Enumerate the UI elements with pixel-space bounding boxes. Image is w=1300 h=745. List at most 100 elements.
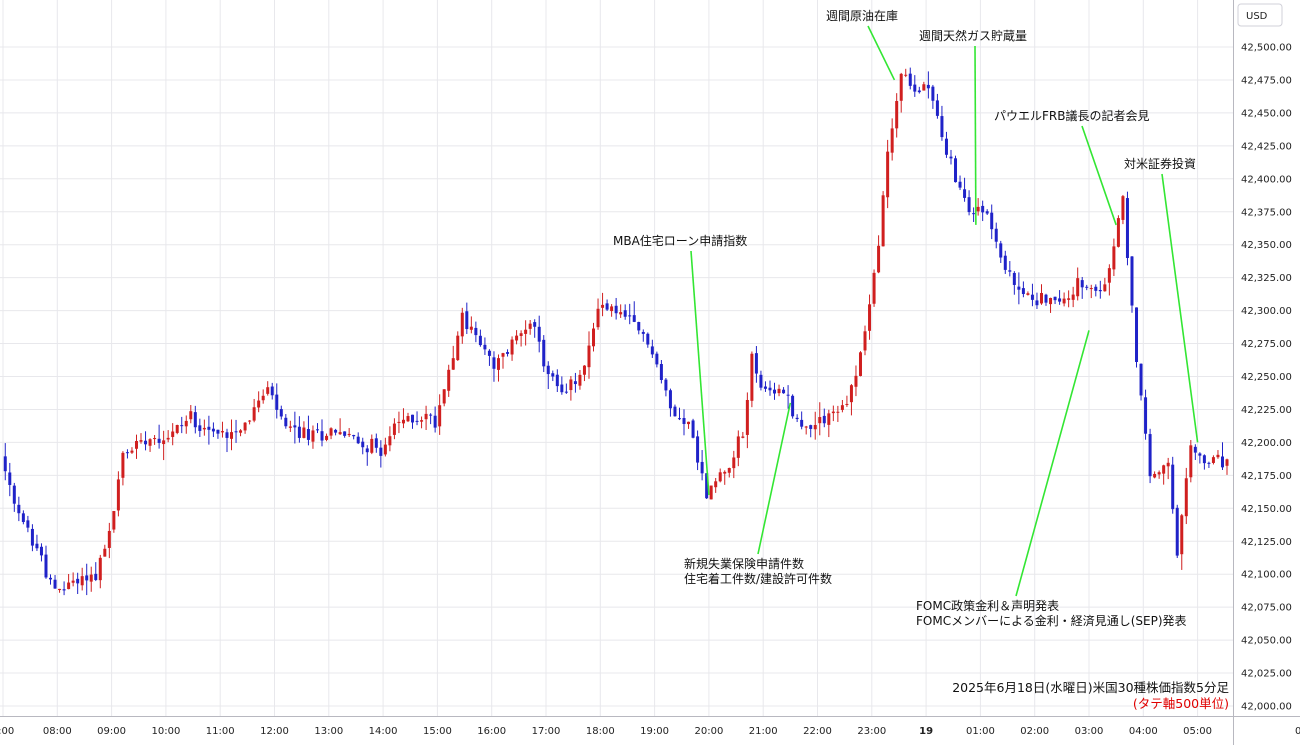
candle: [1062, 292, 1066, 307]
candle: [727, 467, 731, 478]
candle-body: [225, 432, 229, 438]
chart-caption: 2025年6月18日(水曜日)米国30種株価指数5分足: [952, 680, 1229, 695]
currency-box[interactable]: [1237, 3, 1283, 27]
annotation-label: パウエルFRB議長の記者会見: [994, 108, 1149, 123]
candle-body: [220, 431, 224, 433]
candle-body: [401, 419, 405, 424]
candle-body: [12, 485, 16, 504]
candle-body: [139, 440, 143, 442]
candle: [917, 86, 921, 94]
time-axis[interactable]: 7:00 08:00 09:00 10:00 11:00 12:00 13:00 14:00 1…: [0, 726, 1300, 737]
candle-body: [981, 205, 985, 213]
candle: [94, 562, 98, 582]
candle: [492, 351, 496, 382]
candle-body: [144, 440, 148, 445]
candle: [1135, 307, 1139, 368]
candle: [668, 388, 672, 417]
candle-body: [1216, 454, 1220, 458]
candle-body: [510, 339, 514, 355]
candle: [569, 376, 573, 401]
candle: [438, 394, 442, 435]
candle: [573, 372, 577, 393]
candle-body: [1094, 286, 1098, 291]
x-tick-label: 20:00: [694, 726, 723, 737]
candle: [1125, 191, 1129, 266]
candle: [673, 404, 677, 417]
candle-body: [35, 543, 39, 549]
candle: [252, 398, 256, 423]
candle-body: [211, 428, 215, 432]
candle-body: [745, 399, 749, 435]
candle: [619, 304, 623, 318]
candle-body: [668, 390, 672, 409]
candle: [528, 319, 532, 335]
candle: [347, 428, 351, 438]
candle: [1157, 470, 1161, 479]
candle-body: [954, 158, 958, 183]
candle: [564, 383, 568, 394]
candle-body: [1225, 459, 1229, 466]
candle: [1148, 428, 1152, 484]
candle: [166, 430, 170, 443]
candle: [392, 418, 396, 440]
candle-body: [682, 418, 686, 424]
candle: [3, 443, 7, 481]
candle-body: [804, 426, 808, 428]
candle: [818, 402, 822, 436]
candle-body: [315, 429, 319, 431]
candle: [551, 370, 555, 382]
candle: [243, 422, 247, 434]
candle-body: [750, 353, 754, 401]
candle-body: [329, 428, 333, 436]
candle: [908, 67, 912, 90]
y-tick-label: 42,050.00: [1241, 636, 1292, 647]
candle-body: [809, 425, 813, 429]
candle-body: [840, 405, 844, 410]
candle: [759, 370, 763, 391]
candle-body: [791, 395, 795, 417]
candle-body: [26, 520, 30, 528]
price-axis[interactable]: 42,000.00 42,025.00 42,050.00 42,075.00 42,1…: [1241, 43, 1292, 713]
candle: [972, 207, 976, 222]
candle: [1039, 284, 1043, 305]
candle: [315, 423, 319, 434]
candle: [723, 470, 727, 485]
candle-body: [1135, 307, 1139, 362]
candles: [3, 67, 1229, 596]
candle-body: [754, 353, 758, 374]
candle-body: [202, 427, 206, 430]
candle-body: [592, 328, 596, 347]
candle: [8, 462, 12, 497]
x-tick-label: 7:00: [0, 726, 14, 737]
candle: [922, 81, 926, 91]
candle-body: [352, 434, 356, 437]
candle-body: [985, 211, 989, 214]
y-tick-label: 42,500.00: [1241, 43, 1292, 54]
annotation-leader-line: [1081, 125, 1117, 226]
candle-body: [1175, 507, 1179, 556]
candle: [886, 139, 890, 209]
candle-body: [71, 580, 75, 583]
candle: [1130, 256, 1134, 313]
candle: [352, 434, 356, 440]
candle-body: [917, 90, 921, 93]
candle: [112, 510, 116, 533]
candle-body: [528, 323, 532, 329]
candle: [288, 420, 292, 433]
candle: [230, 419, 234, 451]
candle-body: [890, 128, 894, 153]
candle: [542, 335, 546, 373]
candle: [1067, 290, 1071, 308]
candle-body: [931, 86, 935, 101]
candle-body: [519, 333, 523, 336]
annotation-leader-line: [1161, 173, 1199, 443]
candle-body: [854, 375, 858, 387]
candle: [1171, 456, 1175, 514]
candle: [202, 419, 206, 436]
y-tick-label: 42,075.00: [1241, 603, 1292, 614]
candle-body: [1062, 298, 1066, 304]
candle-body: [53, 579, 57, 589]
candle-body: [777, 388, 781, 394]
candle: [768, 380, 772, 396]
candle: [121, 451, 125, 486]
